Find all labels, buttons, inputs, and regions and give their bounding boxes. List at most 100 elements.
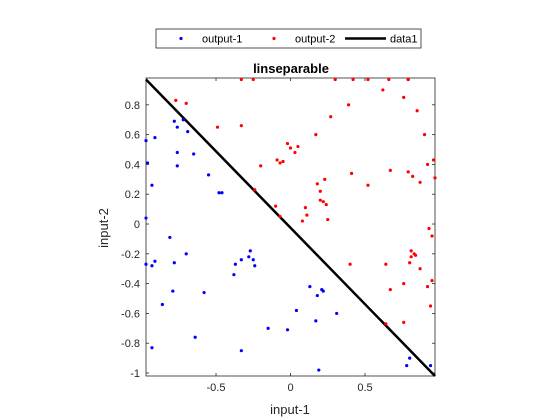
y-axis-label: input-2 [96,208,111,248]
point-output-2 [423,133,426,136]
legend-label-output-1: output-1 [202,34,242,46]
point-output-2 [384,263,387,266]
point-output-2 [416,109,419,112]
point-output-1 [217,191,220,194]
y-tick-label: 0.4 [125,159,140,171]
x-axis-label: input-1 [270,402,310,417]
y-tick-label: -0.2 [121,249,140,261]
point-output-1 [252,258,255,261]
point-output-1 [202,291,205,294]
y-tick-label: -1 [130,368,140,380]
y-tick-label: 0.2 [125,189,140,201]
point-output-2 [325,203,328,206]
point-output-2 [414,254,417,257]
point-output-2 [366,78,369,81]
point-output-1 [185,252,188,255]
point-output-2 [319,199,322,202]
point-output-1 [176,126,179,129]
point-output-2 [433,176,436,179]
point-output-2 [407,170,410,173]
point-output-2 [305,213,308,216]
point-output-2 [304,206,307,209]
point-output-2 [240,124,243,127]
point-output-1 [168,236,171,239]
point-output-2 [216,126,219,129]
point-output-2 [275,158,278,161]
point-output-2 [301,219,304,222]
point-output-2 [410,255,413,258]
point-output-2 [350,172,353,175]
point-output-2 [408,261,411,264]
point-output-2 [314,133,317,136]
x-tick-label: 0 [287,382,293,394]
point-output-2 [329,115,332,118]
point-output-2 [289,146,292,149]
point-output-2 [419,181,422,184]
point-output-2 [384,322,387,325]
point-output-2 [402,282,405,285]
legend-label-data1: data1 [390,34,418,46]
point-output-2 [316,182,319,185]
point-output-2 [419,267,422,270]
point-output-1 [173,261,176,264]
y-tick-label: 0 [134,219,140,231]
point-output-2 [319,190,322,193]
point-output-2 [351,78,354,81]
point-output-1 [220,191,223,194]
point-output-2 [326,218,329,221]
point-output-2 [323,178,326,181]
point-output-2 [389,169,392,172]
legend: output-1 output-2 data1 [156,29,421,48]
point-output-1 [240,349,243,352]
point-output-2 [274,205,277,208]
point-output-1 [176,164,179,167]
point-output-1 [240,258,243,261]
y-tick-label: -0.6 [121,308,140,320]
point-output-2 [427,227,430,230]
point-output-1 [232,273,235,276]
point-output-2 [259,164,262,167]
point-output-1 [408,357,411,360]
y-tick-label: 0.6 [125,130,140,142]
point-output-1 [161,303,164,306]
point-output-2 [293,151,296,154]
point-output-2 [185,102,188,105]
legend-label-output-2: output-2 [295,34,335,46]
point-output-1 [429,364,432,367]
point-output-1 [153,136,156,139]
point-output-1 [316,294,319,297]
point-output-2 [411,175,414,178]
point-output-2 [348,263,351,266]
point-output-2 [426,163,429,166]
point-output-1 [247,255,250,258]
point-output-2 [387,78,390,81]
point-output-2 [252,78,255,81]
chart-title: linseparable [253,61,329,76]
point-output-1 [253,264,256,267]
point-output-1 [194,336,197,339]
point-output-2 [347,103,350,106]
point-output-2 [253,188,256,191]
point-output-1 [234,263,237,266]
point-output-2 [281,160,284,163]
point-output-1 [176,151,179,154]
point-output-2 [429,304,432,307]
point-output-1 [314,319,317,322]
point-output-2 [366,184,369,187]
point-output-2 [286,142,289,145]
y-tick-label: 0.8 [125,100,140,112]
point-output-1 [317,368,320,371]
point-output-1 [335,312,338,315]
point-output-1 [320,288,323,291]
point-output-1 [249,249,252,252]
point-output-2 [278,215,281,218]
y-tick-label: -0.8 [121,338,140,350]
point-output-2 [389,288,392,291]
point-output-1 [146,161,149,164]
point-output-1 [286,328,289,331]
point-output-2 [278,161,281,164]
point-output-2 [334,78,337,81]
point-output-1 [153,260,156,263]
point-output-2 [296,145,299,148]
point-output-2 [426,285,429,288]
